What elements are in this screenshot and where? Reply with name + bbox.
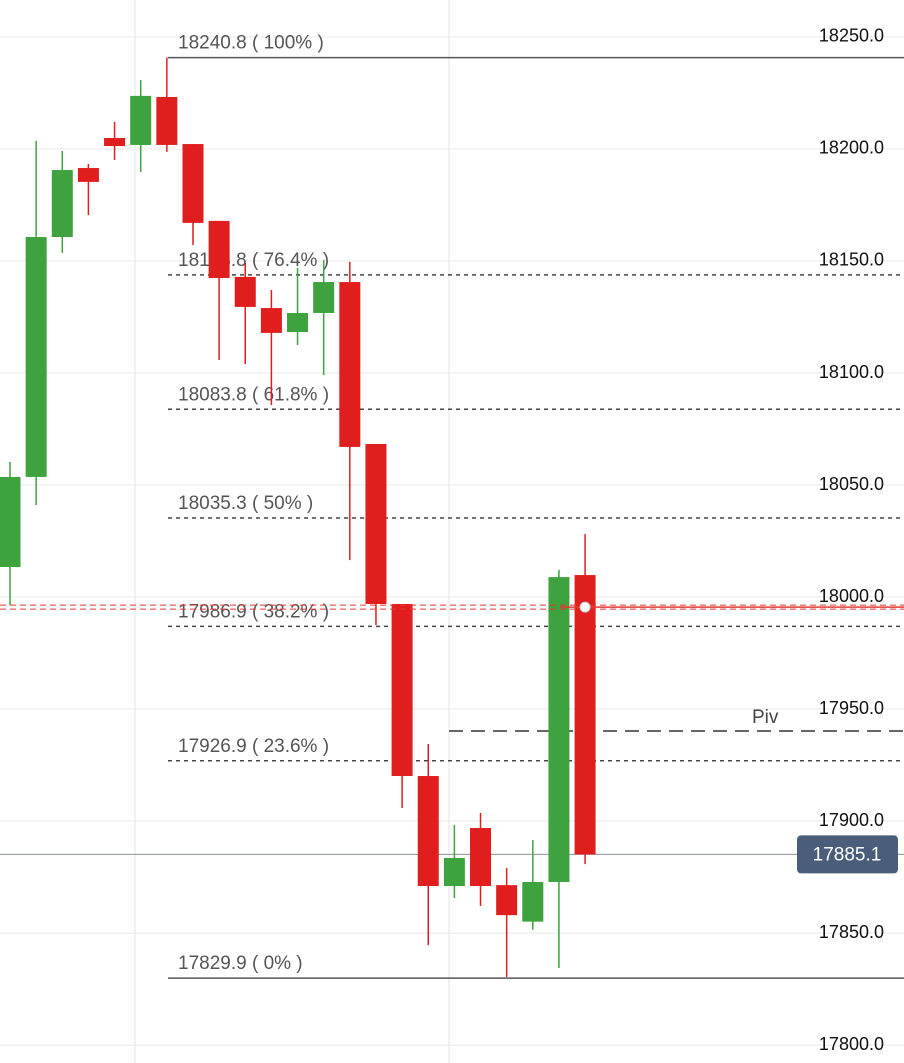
candle-body	[77, 168, 99, 182]
fib-label: 17986.9 ( 38.2% )	[178, 601, 329, 622]
fib-label: 17926.9 ( 23.6% )	[178, 736, 329, 757]
candle-body	[260, 308, 282, 333]
pivot-label: Piv	[752, 707, 779, 728]
fib-label: 18035.3 ( 50% )	[178, 493, 313, 514]
fib-label: 18083.8 ( 61.8% )	[178, 384, 329, 405]
y-tick-label: 18250.0	[819, 26, 884, 46]
candle-body	[104, 137, 126, 147]
candle-body	[548, 577, 570, 882]
candle-body	[574, 575, 596, 855]
candle-body	[182, 144, 204, 223]
candle-body	[208, 220, 230, 279]
candle-body	[0, 476, 21, 568]
candle-body	[25, 237, 47, 477]
candle-body	[51, 170, 73, 238]
fib-label: 18143.8 ( 76.4% )	[178, 250, 329, 271]
last-price-box	[797, 835, 898, 874]
candle-body	[443, 858, 465, 887]
last-price-label: 17885.1	[813, 844, 882, 865]
y-tick-label: 18200.0	[819, 138, 884, 158]
candle-body	[313, 282, 335, 313]
y-tick-label: 18100.0	[819, 362, 884, 382]
candle-body	[234, 276, 256, 307]
y-tick-label: 18050.0	[819, 474, 884, 494]
candle-body	[130, 95, 152, 145]
candle-body	[287, 312, 309, 333]
candle-body	[417, 776, 439, 887]
fib-label: 18240.8 ( 100% )	[178, 33, 324, 54]
candle-body	[365, 444, 387, 604]
candle-body	[391, 603, 413, 777]
y-tick-label: 18000.0	[819, 586, 884, 606]
y-tick-label: 17800.0	[819, 1034, 884, 1054]
y-tick-label: 17900.0	[819, 810, 884, 830]
candle-body	[496, 885, 518, 916]
candle-body	[470, 827, 492, 887]
candle-body	[156, 97, 178, 145]
current-price-dot	[579, 601, 591, 613]
y-tick-label: 17850.0	[819, 922, 884, 942]
y-tick-label: 18150.0	[819, 250, 884, 270]
candle-body	[339, 282, 361, 447]
y-tick-label: 17950.0	[819, 698, 884, 718]
candle-body	[522, 881, 544, 922]
fib-label: 17829.9 ( 0% )	[178, 953, 303, 974]
